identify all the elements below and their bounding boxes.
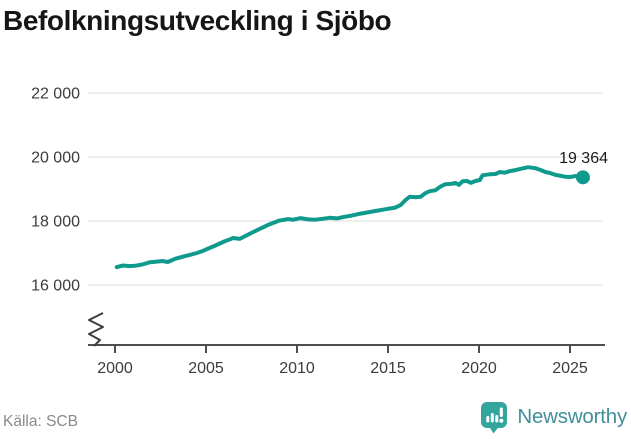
- x-axis-tick-label: 2015: [370, 360, 406, 377]
- x-axis-tick-label: 2020: [461, 360, 497, 377]
- population-line-chart: 16 000 18 000 20 000 22 000 2000 2005 2010 2015…: [31, 86, 608, 378]
- page-title: Befolkningsutveckling i Sjöbo: [3, 5, 392, 36]
- source-label: Källa: SCB: [3, 413, 78, 430]
- y-axis-tick-label: 18 000: [31, 214, 80, 231]
- y-axis-break-icon: [88, 312, 104, 347]
- y-axis-tick-label: 16 000: [31, 278, 80, 295]
- end-point-marker: [575, 170, 590, 185]
- chart-footer: Källa: SCB Newsworthy: [0, 395, 631, 439]
- y-axis-tick-label: 20 000: [31, 150, 80, 167]
- end-point-value-label: 19 364: [559, 150, 608, 167]
- bar-chart-bubble-icon: [481, 402, 508, 434]
- population-line: [114, 165, 585, 270]
- x-axis-tick-label: 2025: [552, 360, 588, 377]
- newsworthy-wordmark: Newsworthy: [517, 404, 627, 428]
- x-axis-tick-label: 2005: [188, 360, 224, 377]
- x-axis-tick-label: 2010: [279, 360, 315, 377]
- y-axis-tick-label: 22 000: [31, 86, 80, 103]
- newsworthy-logo[interactable]: Newsworthy: [480, 401, 628, 434]
- x-axis-tick-label: 2000: [97, 360, 133, 377]
